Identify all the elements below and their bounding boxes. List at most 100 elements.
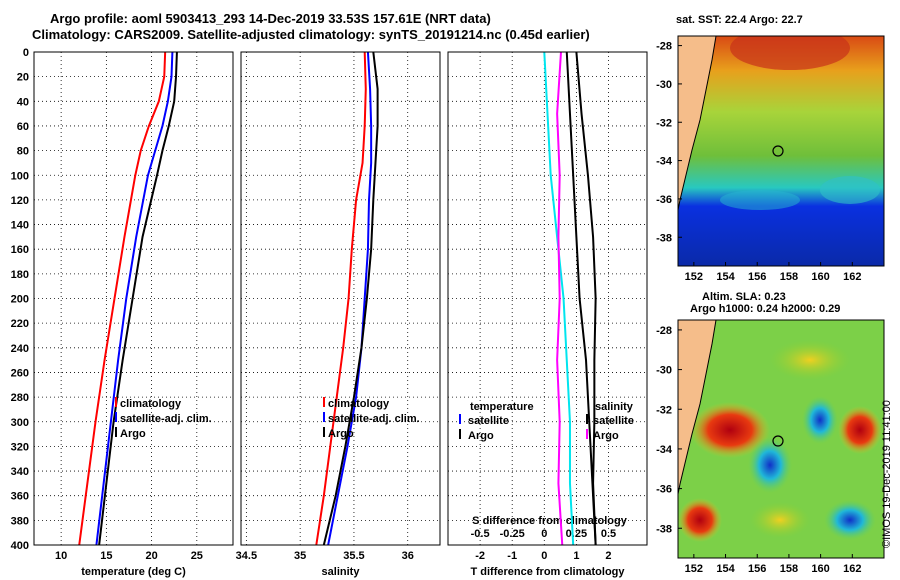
map-lon-label: 160 bbox=[811, 271, 829, 283]
legend-label: Argo bbox=[120, 428, 146, 440]
x-tick-label-s: -0.5 bbox=[471, 528, 490, 540]
y-tick-label: 280 bbox=[11, 392, 29, 404]
x-tick-label-s: 0.25 bbox=[566, 528, 587, 540]
map-lat-label: -36 bbox=[656, 194, 672, 206]
sla-map bbox=[678, 320, 884, 558]
x-tick-label: 20 bbox=[145, 550, 157, 562]
x-tick-label: 35.5 bbox=[343, 550, 364, 562]
sst-map-title: sat. SST: 22.4 Argo: 22.7 bbox=[676, 14, 803, 26]
title-line-2: Climatology: CARS2009. Satellite-adjuste… bbox=[32, 27, 590, 42]
legend-label: climatology bbox=[328, 398, 390, 410]
panel-frame bbox=[33, 51, 234, 546]
y-tick-label: 20 bbox=[17, 72, 29, 84]
sst-map bbox=[678, 36, 884, 266]
map-lon-label: 158 bbox=[780, 563, 798, 575]
legend-label: Argo bbox=[328, 428, 354, 440]
legend-label-temperature: Argo bbox=[468, 430, 494, 442]
map-lat-label: -34 bbox=[656, 444, 673, 456]
y-tick-label: 240 bbox=[11, 343, 29, 355]
x-tick-label: 35 bbox=[294, 550, 306, 562]
y-tick-label: 220 bbox=[11, 318, 29, 330]
series-line-satellite-adj-clim- bbox=[95, 51, 174, 546]
y-tick-label: 0 bbox=[23, 47, 29, 59]
legend-label: satellite-adj. clim. bbox=[328, 413, 420, 425]
sst-map-frame bbox=[677, 35, 885, 267]
y-tick-label: 260 bbox=[11, 367, 29, 379]
sla-profile-marker bbox=[772, 435, 784, 447]
y-tick-label: 320 bbox=[11, 441, 29, 453]
map-lon-label: 152 bbox=[685, 563, 703, 575]
y-tick-label: 360 bbox=[11, 491, 29, 503]
map-lon-label: 158 bbox=[780, 271, 798, 283]
legend-label: satellite-adj. clim. bbox=[120, 413, 212, 425]
title-line-1: Argo profile: aoml 5903413_293 14-Dec-20… bbox=[50, 11, 491, 26]
sla-map-title-2: Argo h1000: 0.24 h2000: 0.29 bbox=[690, 303, 841, 315]
map-lon-label: 162 bbox=[843, 563, 861, 575]
y-tick-label: 400 bbox=[11, 540, 29, 552]
y-tick-label: 300 bbox=[11, 417, 29, 429]
x-tick-label-s: -0.25 bbox=[500, 528, 525, 540]
map-lon-label: 160 bbox=[811, 563, 829, 575]
legend-label-salinity: Argo bbox=[593, 430, 619, 442]
x-axis-label: T difference from climatology bbox=[470, 566, 625, 578]
y-tick-label: 380 bbox=[11, 515, 29, 527]
y-tick-label: 60 bbox=[17, 121, 29, 133]
y-tick-label: 80 bbox=[17, 146, 29, 158]
map-lon-label: 162 bbox=[843, 271, 861, 283]
y-tick-label: 200 bbox=[11, 294, 29, 306]
series-line-argo bbox=[98, 51, 178, 546]
x-tick-label-s: 0 bbox=[541, 528, 547, 540]
panel-differences: -2 -1 0 1 2 -0.5 -0.25 0 0.25 0.5S difference fro… bbox=[447, 51, 648, 578]
series-line-climatology bbox=[315, 51, 367, 546]
map-lat-label: -38 bbox=[656, 523, 672, 535]
panel-frame bbox=[447, 51, 648, 546]
series-line-salinity-satellite bbox=[556, 51, 564, 546]
sla-map-frame bbox=[677, 319, 885, 559]
map-lat-label: -38 bbox=[656, 232, 672, 244]
series-line-argo bbox=[322, 51, 379, 546]
series-line-salinity-argo bbox=[575, 51, 597, 546]
legend-label-salinity: satellite bbox=[593, 415, 634, 427]
sst-profile-marker bbox=[772, 145, 784, 157]
y-tick-label: 340 bbox=[11, 466, 29, 478]
legend-title-temperature: temperature bbox=[470, 401, 534, 413]
map-lat-label: -30 bbox=[656, 365, 672, 377]
depth-axis: 0 20 40 60 80 100 120 140 160 180 200 220 240 260 280 3… bbox=[11, 47, 29, 552]
series-line-temperature-argo bbox=[565, 51, 597, 546]
legend-title-salinity: salinity bbox=[595, 401, 634, 413]
y-tick-label: 140 bbox=[11, 220, 29, 232]
x-tick-label: -1 bbox=[507, 550, 517, 562]
map-lat-label: -28 bbox=[656, 325, 672, 337]
map-lat-label: -30 bbox=[656, 79, 672, 91]
map-lat-label: -32 bbox=[656, 404, 672, 416]
x-tick-label: 10 bbox=[55, 550, 67, 562]
map-lat-label: -32 bbox=[656, 117, 672, 129]
y-tick-label: 40 bbox=[17, 96, 29, 108]
map-lat-label: -36 bbox=[656, 484, 672, 496]
map-lon-label: 156 bbox=[748, 563, 766, 575]
y-tick-label: 160 bbox=[11, 244, 29, 256]
series-line-satellite-adj-clim- bbox=[327, 51, 373, 546]
x-tick-label: 0 bbox=[541, 550, 547, 562]
legend-label: climatology bbox=[120, 398, 182, 410]
panel-frame bbox=[240, 51, 441, 546]
map-lat-label: -34 bbox=[656, 156, 673, 168]
sla-map-title-1: Altim. SLA: 0.23 bbox=[702, 291, 786, 303]
x-tick-label: 1 bbox=[573, 550, 579, 562]
map-lon-label: 156 bbox=[748, 271, 766, 283]
map-lat-label: -28 bbox=[656, 41, 672, 53]
map-lon-label: 154 bbox=[716, 271, 735, 283]
map-lon-label: 154 bbox=[716, 563, 735, 575]
x-tick-label: 2 bbox=[605, 550, 611, 562]
imos-stamp: ©IMOS 19-Dec-2019 11:41:00 bbox=[881, 400, 893, 548]
x-axis-label-top: S difference from climatology bbox=[472, 515, 628, 527]
x-tick-label: 36 bbox=[402, 550, 414, 562]
y-tick-label: 180 bbox=[11, 269, 29, 281]
series-line-temperature-satellite bbox=[543, 51, 575, 546]
y-tick-label: 120 bbox=[11, 195, 29, 207]
x-tick-label-s: 0.5 bbox=[601, 528, 616, 540]
map-lon-label: 152 bbox=[685, 271, 703, 283]
x-axis-label: temperature (deg C) bbox=[81, 566, 186, 578]
x-axis-label: salinity bbox=[322, 566, 361, 578]
